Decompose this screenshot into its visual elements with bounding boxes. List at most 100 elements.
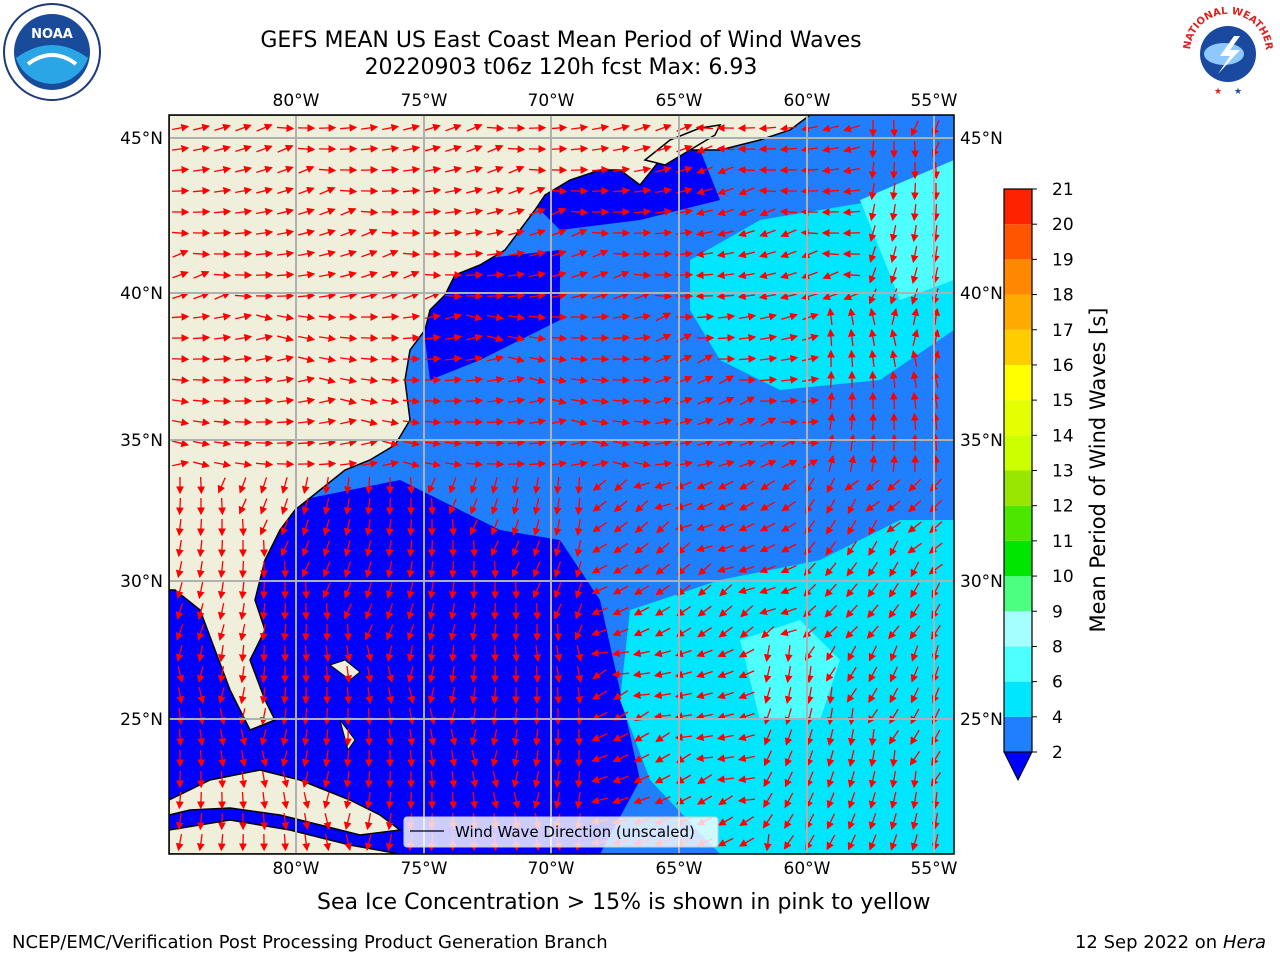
wave-arrow [234, 439, 253, 448]
wave-arrow [235, 144, 252, 153]
wave-arrow [889, 666, 898, 683]
wave-arrow [716, 250, 734, 259]
wave-arrow [508, 165, 525, 174]
wave-arrow [612, 775, 629, 784]
wave-arrow [322, 476, 331, 495]
wave-arrow [507, 291, 526, 300]
wave-arrow [868, 288, 877, 305]
wave-arrow [528, 166, 547, 174]
wave-arrow [322, 728, 331, 747]
wave-arrow [318, 438, 337, 447]
wave-arrow [781, 312, 798, 321]
wave-arrow [591, 564, 608, 574]
wave-arrow [889, 288, 898, 305]
wave-arrow [449, 518, 457, 537]
wave-arrow [490, 623, 499, 642]
wave-arrow [444, 418, 463, 426]
wave-arrow [280, 729, 289, 747]
wave-arrow [738, 333, 757, 342]
wave-arrow [821, 187, 840, 196]
wave-arrow [655, 542, 670, 554]
wave-arrow [716, 292, 735, 301]
wave-arrow [634, 563, 649, 575]
wave-arrow [759, 586, 776, 595]
wave-arrow [511, 728, 520, 747]
wave-arrow [193, 291, 210, 300]
wave-arrow [717, 480, 734, 490]
wave-arrow [196, 603, 205, 620]
wave-arrow [281, 602, 289, 621]
wave-arrow [758, 124, 777, 133]
wave-arrow [490, 540, 499, 557]
wave-arrow [255, 460, 274, 469]
wave-arrow [407, 518, 415, 537]
wave-arrow [802, 375, 820, 384]
wave-arrow [780, 375, 799, 384]
wave-arrow [301, 540, 310, 557]
wave-arrow [826, 771, 835, 788]
wave-arrow [889, 328, 898, 346]
wave-arrow [612, 418, 631, 427]
wave-arrow [218, 539, 226, 558]
wave-arrow [340, 228, 357, 237]
lon-label-top: 80°W [273, 91, 320, 111]
wave-arrow [466, 207, 484, 216]
wave-arrow [553, 519, 562, 537]
wave-arrow [298, 396, 316, 405]
wave-arrow [448, 477, 457, 494]
wave-arrow [613, 690, 629, 701]
wave-arrow [260, 791, 269, 810]
wave-arrow [784, 687, 793, 705]
wave-arrow [802, 333, 819, 342]
wave-arrow [570, 208, 589, 216]
wave-arrow [424, 165, 442, 174]
colorbar-tick-label: 18 [1052, 286, 1074, 306]
wave-arrow [448, 581, 457, 600]
wave-arrow [737, 754, 755, 763]
wave-arrow [889, 708, 899, 724]
wave-arrow [780, 565, 797, 574]
wave-arrow [469, 519, 478, 536]
wave-arrow [298, 334, 316, 343]
lon-label-top: 75°W [401, 91, 448, 111]
wave-arrow [695, 250, 714, 259]
wave-arrow [322, 582, 331, 599]
wave-arrow [340, 249, 357, 258]
wave-arrow [423, 439, 442, 448]
wave-arrow [826, 729, 835, 747]
colorbar-tick-label: 14 [1052, 426, 1074, 446]
wave-arrow [470, 750, 479, 768]
wave-arrow [512, 792, 521, 810]
wave-arrow [634, 165, 652, 174]
wave-arrow [910, 770, 919, 789]
wave-arrow [239, 560, 247, 579]
wave-arrow [465, 460, 484, 469]
wave-arrow [868, 307, 877, 325]
wave-arrow [613, 144, 631, 153]
wave-arrow [592, 479, 607, 491]
wave-arrow [423, 397, 442, 405]
wave-arrow [171, 229, 190, 237]
wave-arrow [323, 644, 332, 663]
wave-arrow [698, 563, 712, 576]
wave-arrow [591, 586, 608, 595]
wave-arrow [910, 391, 919, 410]
wave-arrow [213, 186, 232, 195]
wave-arrow [805, 771, 814, 788]
wave-arrow [825, 519, 836, 535]
colorbar-segment [1004, 189, 1032, 225]
wave-arrow [890, 391, 898, 410]
wave-arrow [633, 439, 652, 448]
wave-arrow [260, 644, 268, 663]
wave-arrow [801, 250, 818, 259]
wave-arrow [738, 544, 755, 553]
wave-arrow [255, 439, 274, 447]
wave-arrow [507, 270, 526, 279]
wave-arrow [465, 375, 484, 384]
wave-arrow [323, 707, 331, 726]
wave-arrow [382, 249, 399, 258]
wave-arrow [760, 417, 777, 427]
wave-arrow [696, 795, 713, 805]
wave-arrow [865, 500, 880, 512]
wave-arrow [469, 623, 478, 642]
